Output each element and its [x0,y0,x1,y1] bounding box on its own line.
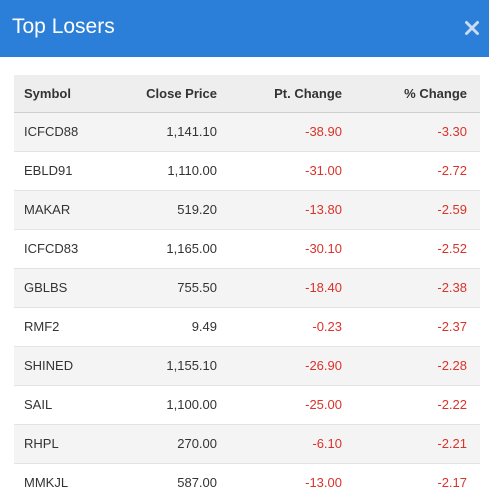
table-row[interactable]: GBLBS 755.50 -18.40 -2.38 [14,268,480,308]
table-row[interactable]: ICFCD83 1,165.00 -30.10 -2.52 [14,229,480,269]
cell-close-price: 1,141.10 [114,112,230,152]
cell-pct-change: -2.17 [355,463,480,497]
cell-pct-change: -2.28 [355,346,480,386]
modal-header: Top Losers [0,0,489,57]
cell-pct-change: -2.59 [355,190,480,230]
table-row[interactable]: SHINED 1,155.10 -26.90 -2.28 [14,346,480,386]
cell-close-price: 1,100.00 [114,385,230,425]
close-icon [465,21,479,35]
table-header: Symbol Close Price Pt. Change % Change [14,75,480,113]
close-button[interactable] [461,17,483,39]
cell-pt-change: -6.10 [230,424,355,464]
cell-pt-change: -30.10 [230,229,355,269]
cell-close-price: 1,165.00 [114,229,230,269]
cell-symbol: ICFCD88 [14,112,114,152]
cell-symbol: RHPL [14,424,114,464]
cell-pt-change: -31.00 [230,151,355,191]
table-row[interactable]: RHPL 270.00 -6.10 -2.21 [14,424,480,464]
cell-symbol: SHINED [14,346,114,386]
header-row: Symbol Close Price Pt. Change % Change [14,75,480,113]
cell-symbol: GBLBS [14,268,114,308]
column-header-pt-change[interactable]: Pt. Change [230,75,355,113]
cell-close-price: 1,110.00 [114,151,230,191]
cell-pt-change: -26.90 [230,346,355,386]
cell-pt-change: -38.90 [230,112,355,152]
column-header-close-price[interactable]: Close Price [114,75,230,113]
table-row[interactable]: MAKAR 519.20 -13.80 -2.59 [14,190,480,230]
cell-pt-change: -13.00 [230,463,355,497]
cell-close-price: 755.50 [114,268,230,308]
cell-pct-change: -2.72 [355,151,480,191]
column-header-pct-change[interactable]: % Change [355,75,480,113]
cell-pt-change: -25.00 [230,385,355,425]
cell-symbol: EBLD91 [14,151,114,191]
cell-pct-change: -2.21 [355,424,480,464]
cell-pt-change: -18.40 [230,268,355,308]
cell-symbol: MMKJL [14,463,114,497]
cell-close-price: 587.00 [114,463,230,497]
cell-pt-change: -0.23 [230,307,355,347]
cell-pt-change: -13.80 [230,190,355,230]
table-row[interactable]: RMF2 9.49 -0.23 -2.37 [14,307,480,347]
cell-close-price: 519.20 [114,190,230,230]
cell-pct-change: -2.38 [355,268,480,308]
cell-pct-change: -3.30 [355,112,480,152]
modal-title: Top Losers [12,15,115,38]
cell-close-price: 1,155.10 [114,346,230,386]
cell-symbol: MAKAR [14,190,114,230]
cell-symbol: RMF2 [14,307,114,347]
losers-table-container: Symbol Close Price Pt. Change % Change I… [14,75,480,497]
table-row[interactable]: MMKJL 587.00 -13.00 -2.17 [14,463,480,497]
table-body: ICFCD88 1,141.10 -38.90 -3.30 EBLD91 1,110.00… [14,112,480,497]
cell-pct-change: -2.37 [355,307,480,347]
cell-pct-change: -2.52 [355,229,480,269]
column-header-symbol[interactable]: Symbol [14,75,114,113]
cell-pct-change: -2.22 [355,385,480,425]
cell-close-price: 270.00 [114,424,230,464]
cell-symbol: SAIL [14,385,114,425]
cell-symbol: ICFCD83 [14,229,114,269]
losers-table: Symbol Close Price Pt. Change % Change I… [14,75,480,497]
table-row[interactable]: EBLD91 1,110.00 -31.00 -2.72 [14,151,480,191]
table-row[interactable]: SAIL 1,100.00 -25.00 -2.22 [14,385,480,425]
table-row[interactable]: ICFCD88 1,141.10 -38.90 -3.30 [14,112,480,152]
cell-close-price: 9.49 [114,307,230,347]
